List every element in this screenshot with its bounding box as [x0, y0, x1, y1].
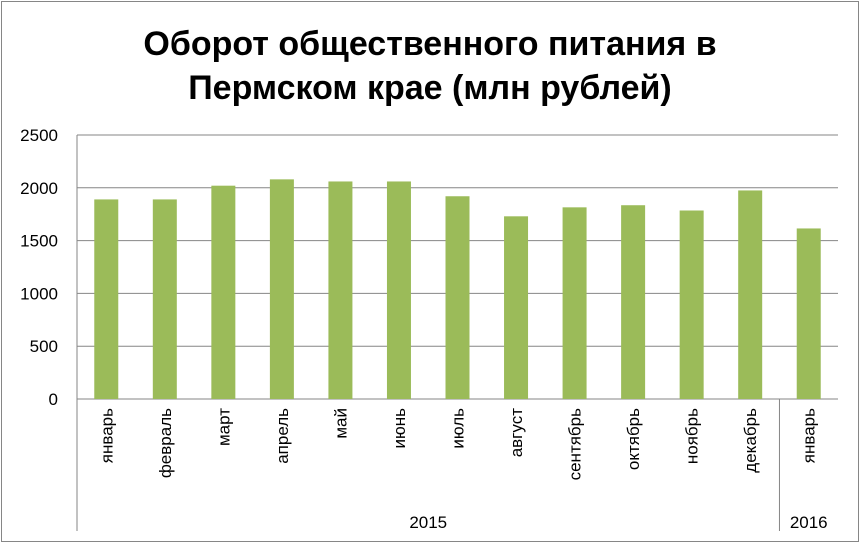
x-tick-label: август — [507, 408, 526, 457]
y-tick-label: 0 — [49, 390, 58, 409]
bar — [152, 199, 177, 399]
y-tick-label: 2500 — [20, 126, 58, 145]
y-tick-label: 2000 — [20, 179, 58, 198]
bar — [211, 185, 236, 399]
chart-title: Оборот общественного питания в Пермском … — [80, 22, 780, 110]
y-tick-label: 500 — [30, 337, 58, 356]
x-tick-label: июль — [449, 408, 468, 449]
x-tick-label: март — [214, 408, 233, 446]
bar — [621, 205, 646, 399]
x-tick-label: январь — [97, 408, 116, 463]
x-tick-label: февраль — [156, 408, 175, 478]
y-tick-label: 1500 — [20, 232, 58, 251]
bar — [445, 196, 470, 399]
chart-title-line-2: Пермском крае (млн рублей) — [188, 69, 672, 107]
y-tick-label: 1000 — [20, 284, 58, 303]
bar — [328, 181, 353, 399]
bar — [796, 228, 821, 399]
x-tick-label: июнь — [390, 408, 409, 449]
x-tick-label: октябрь — [624, 408, 643, 470]
bar — [504, 216, 529, 399]
year-label: 2016 — [790, 513, 828, 532]
bar — [738, 190, 763, 399]
x-tick-label: май — [331, 408, 350, 439]
x-tick-label: январь — [800, 408, 819, 463]
bar — [269, 179, 294, 399]
x-tick-label: декабрь — [741, 408, 760, 473]
chart-title-line-1: Оборот общественного питания в — [143, 25, 717, 63]
bar — [94, 199, 119, 399]
bar — [386, 181, 411, 399]
x-tick-label: ноябрь — [683, 408, 702, 464]
year-label: 2015 — [409, 513, 447, 532]
x-tick-label: сентябрь — [566, 408, 585, 481]
bar — [562, 207, 587, 399]
x-tick-label: апрель — [273, 408, 292, 464]
bar — [679, 210, 704, 399]
